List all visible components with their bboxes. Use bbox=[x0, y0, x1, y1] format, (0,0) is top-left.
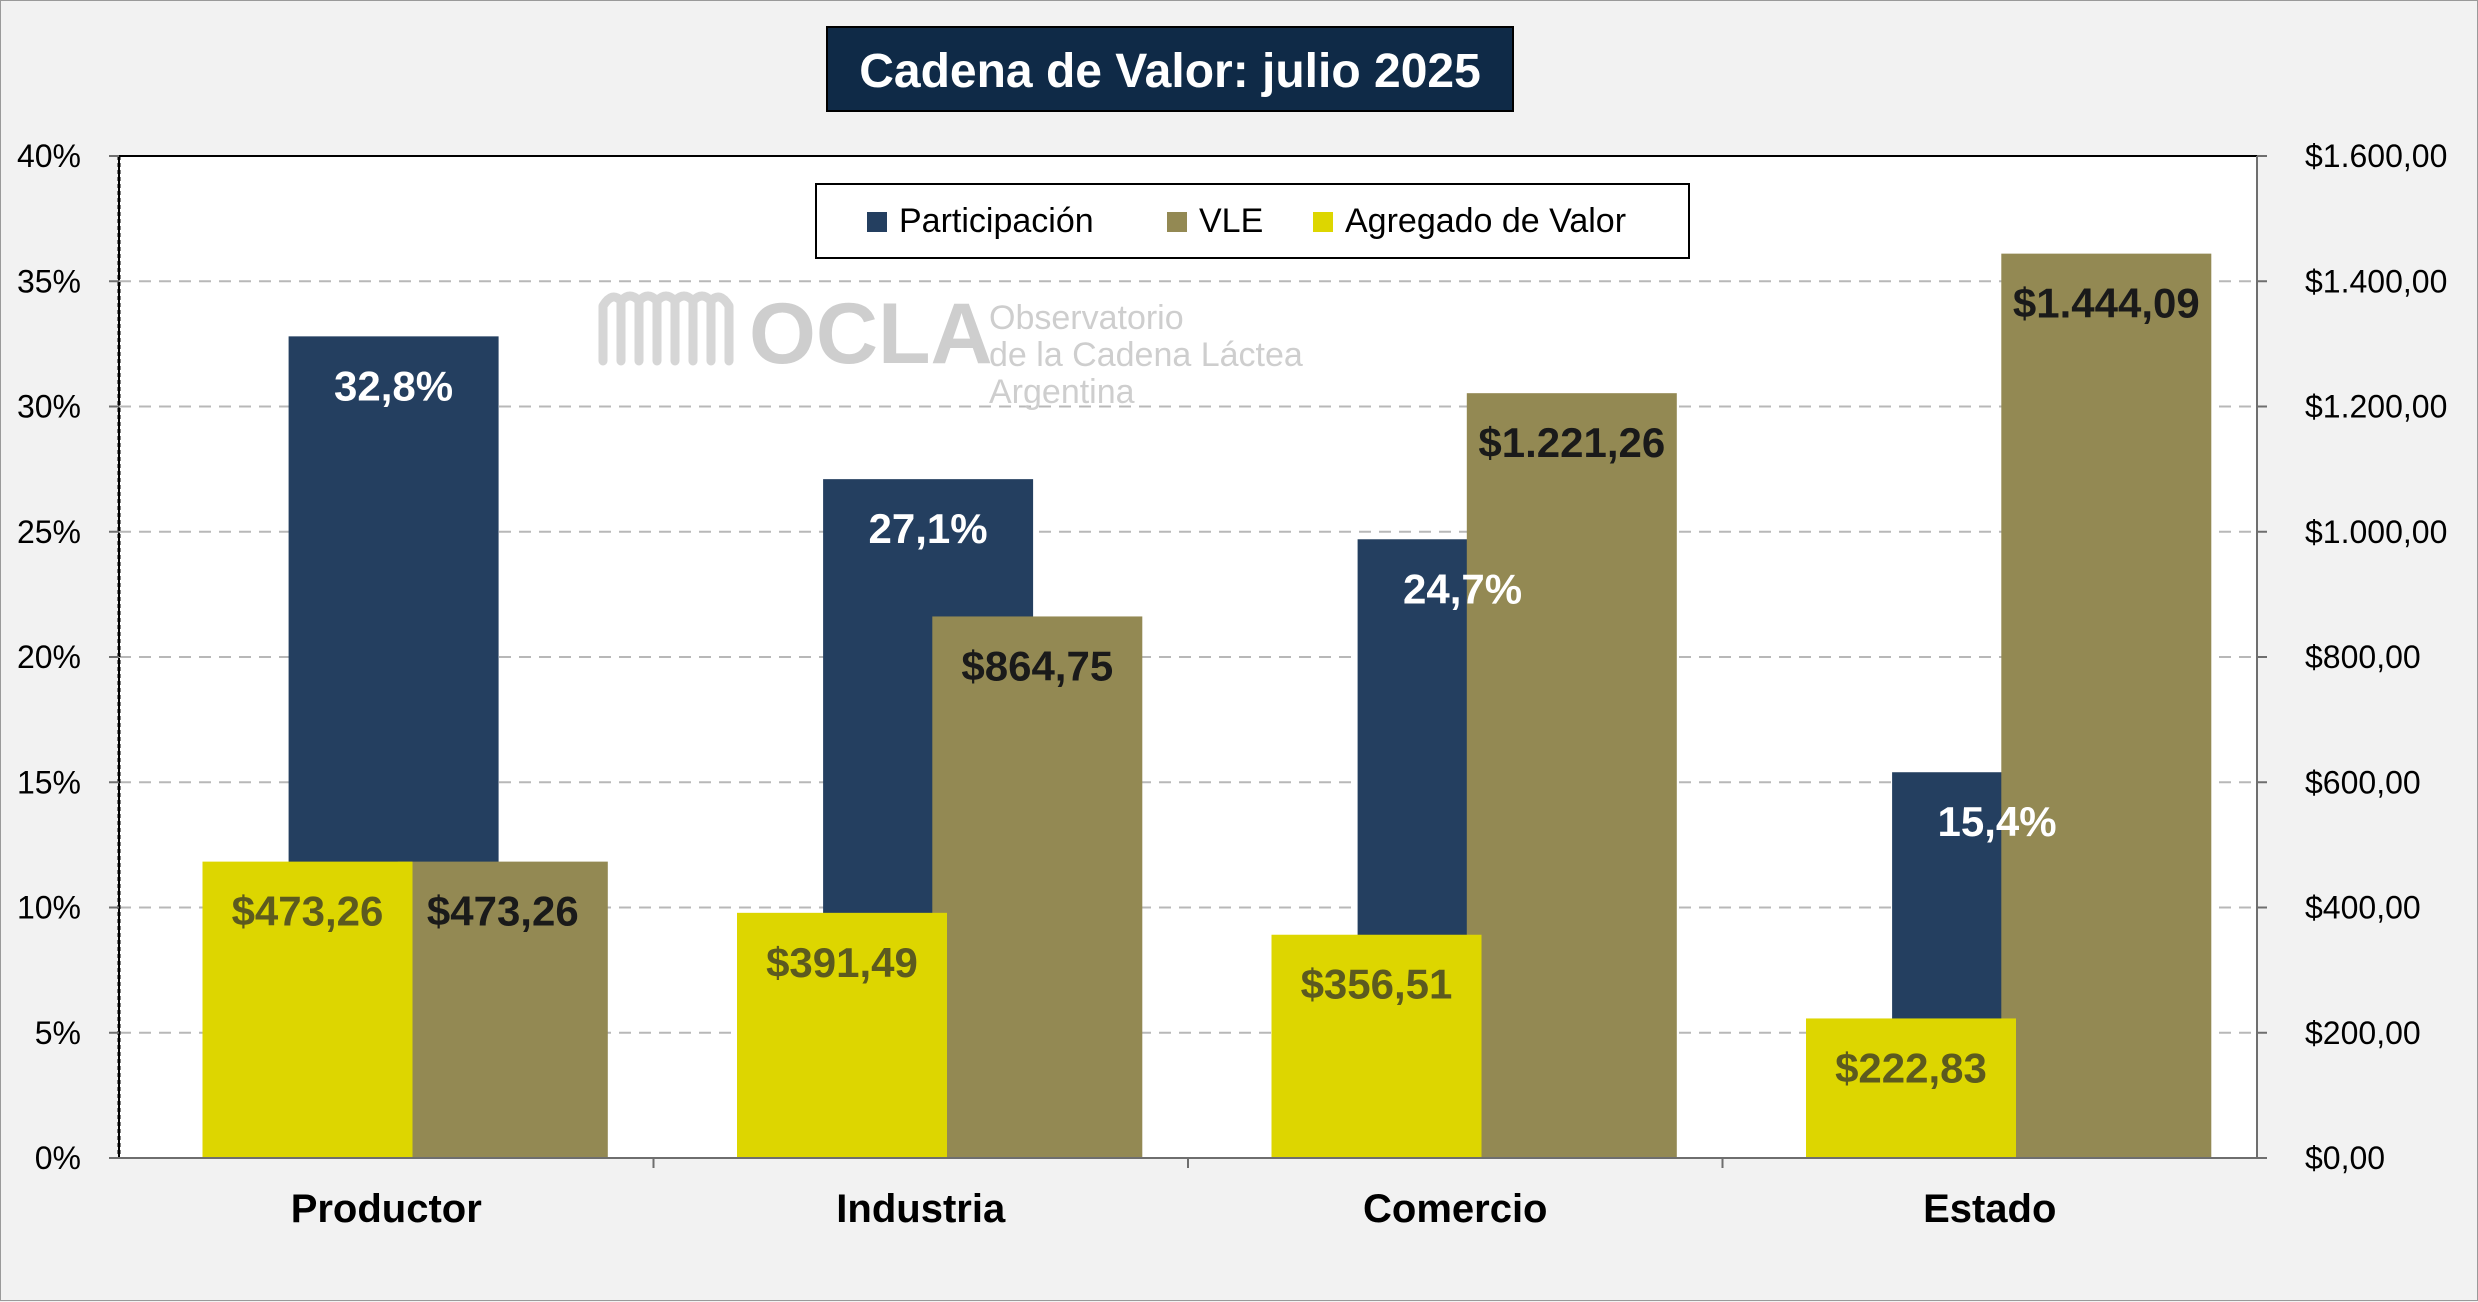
watermark-line1: Observatorio bbox=[989, 299, 1184, 337]
right-tick-label: $400,00 bbox=[2305, 890, 2421, 926]
data-label: 24,7% bbox=[1403, 565, 1522, 612]
left-tick-label: 40% bbox=[17, 138, 81, 174]
left-tick-label: 10% bbox=[17, 890, 81, 926]
watermark-line2: de la Cadena Láctea bbox=[989, 336, 1303, 374]
bar-vle bbox=[932, 616, 1143, 1158]
category-label: Estado bbox=[1923, 1187, 2056, 1231]
watermark-line3: Argentina bbox=[989, 373, 1135, 411]
data-label: $1.444,09 bbox=[2013, 280, 2200, 327]
legend-swatch-agregado bbox=[1313, 212, 1333, 232]
bar-vle bbox=[2001, 253, 2212, 1158]
bar-vle bbox=[1466, 393, 1677, 1158]
chart-title: Cadena de Valor: julio 2025 bbox=[859, 45, 1481, 98]
left-tick-label: 20% bbox=[17, 639, 81, 675]
bar-agregado-de-valor bbox=[737, 912, 947, 1158]
left-tick-label: 0% bbox=[35, 1140, 81, 1176]
left-tick-label: 25% bbox=[17, 514, 81, 550]
left-tick-label: 15% bbox=[17, 764, 81, 800]
data-label: $1.221,26 bbox=[1478, 419, 1665, 466]
bar-agregado-de-valor bbox=[202, 861, 413, 1158]
data-label: $222,83 bbox=[1835, 1044, 1987, 1091]
legend-swatch-participacion bbox=[867, 212, 887, 232]
axes: 0% 5% 10% 15% 20% 25% 30% 35% 40% $0,00 $200,00 $40… bbox=[17, 138, 2447, 1231]
right-tick-label: $800,00 bbox=[2305, 639, 2421, 675]
category-label: Productor bbox=[291, 1187, 482, 1231]
left-tick-label: 35% bbox=[17, 263, 81, 299]
right-tick-label: $200,00 bbox=[2305, 1015, 2421, 1051]
data-label: 27,1% bbox=[869, 505, 988, 552]
data-label: $473,26 bbox=[427, 888, 579, 935]
right-tick-label: $1.200,00 bbox=[2305, 389, 2447, 425]
bar-agregado-de-valor bbox=[1271, 934, 1482, 1158]
data-label: $864,75 bbox=[961, 642, 1113, 689]
legend-swatch-vle bbox=[1167, 212, 1187, 232]
data-label: 15,4% bbox=[1938, 798, 2057, 845]
data-label: $473,26 bbox=[232, 888, 384, 935]
ocla-watermark: OCLA Observatorio de la Cadena Láctea Ar… bbox=[598, 286, 1303, 411]
title-box: Cadena de Valor: julio 2025 bbox=[826, 26, 1514, 112]
left-tick-label: 5% bbox=[35, 1015, 81, 1051]
right-tick-label: $1.600,00 bbox=[2305, 138, 2447, 174]
right-tick-label: $0,00 bbox=[2305, 1140, 2385, 1176]
bar-vle bbox=[397, 861, 608, 1158]
right-tick-label: $1.000,00 bbox=[2305, 514, 2447, 550]
data-label: $356,51 bbox=[1301, 961, 1453, 1008]
ocla-wave-icon bbox=[598, 291, 734, 366]
data-label: $391,49 bbox=[766, 939, 918, 986]
legend-label-participacion: Participación bbox=[899, 202, 1094, 240]
legend-label-vle: VLE bbox=[1199, 202, 1263, 240]
legend: Participación VLE Agregado de Valor bbox=[815, 183, 1690, 259]
bars: 32,8% $473,26 $473,26 27,1% $864,75 $391,49 24… bbox=[202, 253, 2212, 1158]
left-tick-label: 30% bbox=[17, 389, 81, 425]
data-label: 32,8% bbox=[334, 362, 453, 409]
category-label: Comercio bbox=[1363, 1187, 1548, 1231]
right-tick-label: $600,00 bbox=[2305, 764, 2421, 800]
legend-label-agregado: Agregado de Valor bbox=[1345, 202, 1626, 240]
bar-agregado-de-valor bbox=[1806, 1018, 2016, 1158]
right-tick-label: $1.400,00 bbox=[2305, 263, 2447, 299]
category-label: Industria bbox=[836, 1187, 1006, 1231]
watermark-logo: OCLA bbox=[749, 286, 993, 382]
